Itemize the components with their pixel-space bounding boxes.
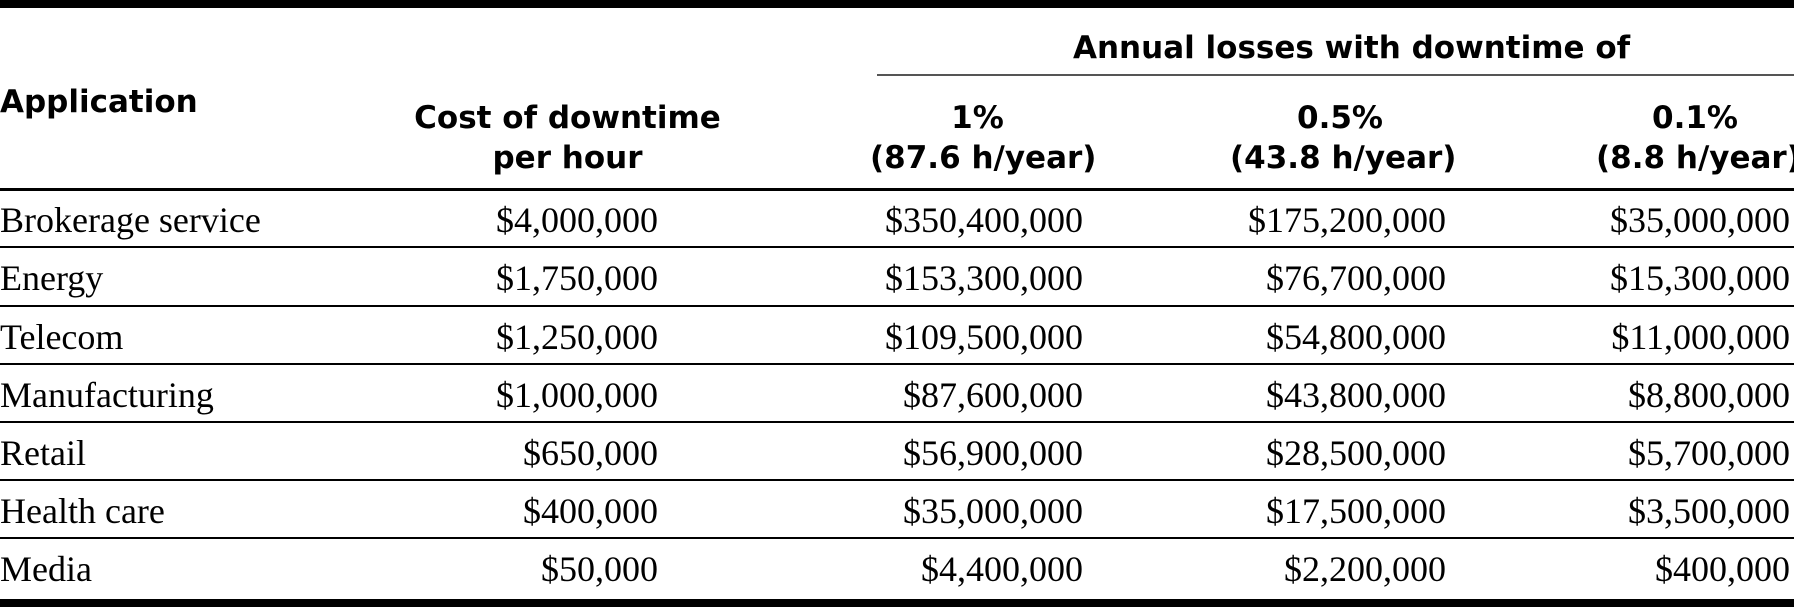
cell-loss-05pct: $76,700,000 <box>1266 258 1446 298</box>
header-application: Application <box>0 84 198 120</box>
cell-application: Brokerage service <box>0 200 261 240</box>
cell-cost-per-hour: $400,000 <box>523 491 658 531</box>
row-divider <box>0 246 1794 248</box>
header-loss-01pct: 0.1% (8.8 h/year) <box>1596 98 1794 178</box>
cell-loss-01pct: $15,300,000 <box>1610 258 1790 298</box>
header-loss-01pct-line2: (8.8 h/year) <box>1596 140 1794 176</box>
cell-loss-01pct: $11,000,000 <box>1611 317 1790 357</box>
cell-loss-1pct: $35,000,000 <box>903 491 1083 531</box>
cell-cost-per-hour: $1,000,000 <box>496 375 658 415</box>
cell-application: Media <box>0 549 92 589</box>
header-loss-05pct-line2: (43.8 h/year) <box>1230 140 1457 176</box>
header-annual-losses: Annual losses with downtime of <box>1073 30 1631 66</box>
row-divider <box>0 479 1794 481</box>
cell-loss-1pct: $87,600,000 <box>903 375 1083 415</box>
header-cost-line2: per hour <box>492 140 643 176</box>
header-loss-1pct-line2: (87.6 h/year) <box>870 140 1097 176</box>
header-loss-1pct-line1: 1% <box>951 100 1004 136</box>
row-divider <box>0 537 1794 539</box>
cell-application: Manufacturing <box>0 375 214 415</box>
header-loss-05pct: 0.5% (43.8 h/year) <box>1230 98 1457 178</box>
cell-loss-1pct: $109,500,000 <box>885 317 1083 357</box>
cell-cost-per-hour: $1,250,000 <box>496 317 658 357</box>
cell-loss-1pct: $350,400,000 <box>885 200 1083 240</box>
cell-loss-1pct: $56,900,000 <box>903 433 1083 473</box>
cell-application: Health care <box>0 491 165 531</box>
cell-loss-05pct: $17,500,000 <box>1266 491 1446 531</box>
cell-application: Telecom <box>0 317 124 357</box>
table-bottom-rule <box>0 599 1794 607</box>
cell-loss-05pct: $2,200,000 <box>1284 549 1446 589</box>
cell-loss-01pct: $5,700,000 <box>1628 433 1790 473</box>
cell-cost-per-hour: $50,000 <box>541 549 658 589</box>
header-cost-of-downtime: Cost of downtime per hour <box>400 98 735 178</box>
header-loss-01pct-line1: 0.1% <box>1652 100 1738 136</box>
header-span-rule <box>877 74 1794 76</box>
row-divider <box>0 421 1794 423</box>
cell-loss-01pct: $35,000,000 <box>1610 200 1790 240</box>
cell-loss-05pct: $175,200,000 <box>1248 200 1446 240</box>
cell-loss-01pct: $3,500,000 <box>1628 491 1790 531</box>
cell-cost-per-hour: $1,750,000 <box>496 258 658 298</box>
header-loss-1pct: 1% (87.6 h/year) <box>870 98 1097 178</box>
row-divider <box>0 363 1794 365</box>
cell-loss-05pct: $28,500,000 <box>1266 433 1446 473</box>
cell-loss-05pct: $43,800,000 <box>1266 375 1446 415</box>
header-bottom-rule <box>0 188 1794 191</box>
cell-loss-05pct: $54,800,000 <box>1266 317 1446 357</box>
cell-application: Energy <box>0 258 104 298</box>
cell-loss-1pct: $4,400,000 <box>921 549 1083 589</box>
cell-cost-per-hour: $650,000 <box>523 433 658 473</box>
cell-cost-per-hour: $4,000,000 <box>496 200 658 240</box>
cell-application: Retail <box>0 433 86 473</box>
header-cost-line1: Cost of downtime <box>414 100 721 136</box>
cell-loss-01pct: $400,000 <box>1655 549 1790 589</box>
header-loss-05pct-line1: 0.5% <box>1297 100 1383 136</box>
cell-loss-1pct: $153,300,000 <box>885 258 1083 298</box>
row-divider <box>0 305 1794 307</box>
cell-loss-01pct: $8,800,000 <box>1628 375 1790 415</box>
table-top-rule <box>0 0 1794 8</box>
